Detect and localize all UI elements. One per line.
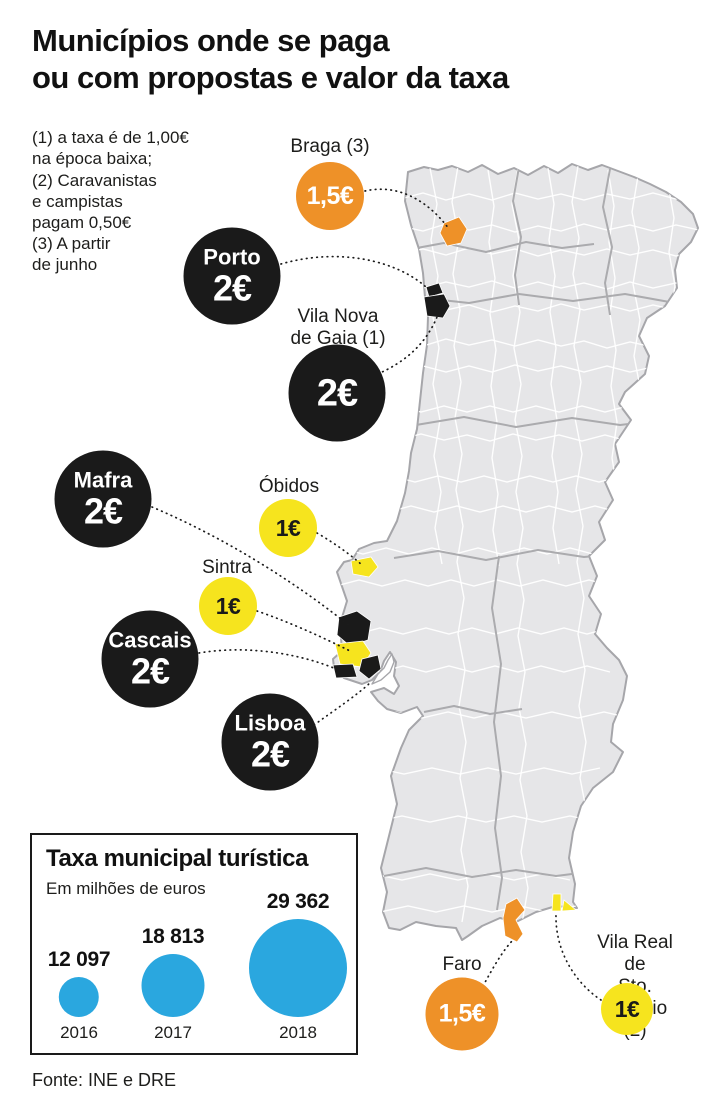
label-mafra: Mafra [73, 467, 133, 492]
footnote-2: (2) Caravanistas e campistas pagam 0,50€ [32, 171, 157, 232]
connector-vrsa [555, 913, 602, 1001]
label-lisboa: Lisboa [234, 710, 306, 735]
portugal-outline [332, 163, 699, 941]
connector-cascais [198, 649, 337, 670]
value-lisboa: 2€ [250, 733, 290, 774]
callout-obidos-circle: 1€ [259, 499, 317, 557]
connector-mafra [151, 506, 352, 628]
callout-lisboa-circle: Lisboa 2€ [221, 693, 319, 791]
callout-faro-circle: 1,5€ [425, 977, 499, 1051]
callout-vrsa-circle: 1€ [601, 983, 653, 1035]
municipality-borders [333, 165, 698, 925]
chart-subtitle: Em milhões de euros [46, 879, 206, 898]
bubble-2017-value: 18 813 [141, 925, 205, 948]
label-gaia: Vila Nova de Gaia (1) [290, 306, 386, 349]
connector-gaia [372, 316, 438, 377]
callout-braga-circle: 1,5€ [296, 162, 364, 230]
value-sintra: 1€ [215, 592, 241, 619]
map-region-vila-real-sto-antonio [551, 893, 578, 912]
map-region-braga [439, 216, 468, 247]
connector-porto [280, 255, 428, 289]
connector-faro [482, 940, 513, 987]
callout-porto-circle: Porto 2€ [183, 227, 281, 325]
bubble-2018-year: 2018 [279, 1023, 317, 1042]
callout-connectors [151, 188, 602, 1001]
map-region-vila-nova-de-gaia [423, 293, 451, 319]
page-title: Municípios onde se paga ou com propostas… [32, 23, 509, 95]
map-region-porto [425, 282, 444, 298]
bubble-2016-value: 12 097 [47, 948, 111, 971]
bubble-2016-year: 2016 [60, 1023, 98, 1042]
value-cascais: 2€ [130, 650, 170, 691]
tourist-tax-chart: Taxa municipal turística Em milhões de e… [30, 833, 358, 1055]
bubble-2018: 29 362 2018 [249, 890, 347, 1043]
connector-braga [364, 188, 450, 230]
connector-sintra [256, 610, 351, 652]
label-porto: Porto [203, 244, 261, 269]
bubble-2016-circle [59, 977, 99, 1017]
bubble-2018-circle [249, 919, 347, 1017]
label-cascais: Cascais [108, 627, 192, 652]
map-region-obidos [350, 556, 379, 578]
source-note: Fonte: INE e DRE [32, 1070, 177, 1090]
footnote-1: (1) a taxa é de 1,00€ na época baixa; [32, 128, 189, 168]
tagus-estuary [371, 653, 395, 685]
bubble-2017-year: 2017 [154, 1023, 192, 1042]
map-region-faro [502, 897, 526, 943]
bubble-2017: 18 813 2017 [141, 925, 205, 1043]
label-obidos: Óbidos [258, 476, 320, 497]
value-faro: 1,5€ [438, 999, 486, 1028]
chart-title: Taxa municipal turística [46, 845, 309, 872]
label-braga: Braga (3) [290, 136, 370, 157]
callout-gaia-circle: 2€ [288, 344, 386, 442]
label-sintra: Sintra [202, 557, 252, 578]
map-region-lisboa [358, 654, 382, 680]
callout-mafra-circle: Mafra 2€ [54, 450, 152, 548]
value-vrsa: 1€ [614, 995, 640, 1022]
footnote-3: (3) A partir de junho [32, 234, 111, 274]
map-region-mafra [336, 610, 372, 647]
bubble-2017-circle [141, 954, 205, 1017]
callout-sintra-circle: 1€ [199, 577, 257, 635]
value-mafra: 2€ [83, 490, 123, 531]
district-borders [383, 166, 676, 911]
value-obidos: 1€ [275, 514, 301, 541]
label-faro: Faro [442, 954, 482, 975]
connector-lisboa [313, 681, 372, 726]
bubble-2016: 12 097 2016 [47, 948, 111, 1043]
value-porto: 2€ [212, 267, 252, 308]
connector-obidos [316, 532, 363, 566]
callout-cascais-circle: Cascais 2€ [101, 610, 199, 708]
map-region-cascais [332, 663, 358, 679]
value-braga: 1,5€ [306, 181, 354, 210]
bubble-2018-value: 29 362 [266, 890, 330, 913]
value-gaia: 2€ [316, 372, 358, 414]
